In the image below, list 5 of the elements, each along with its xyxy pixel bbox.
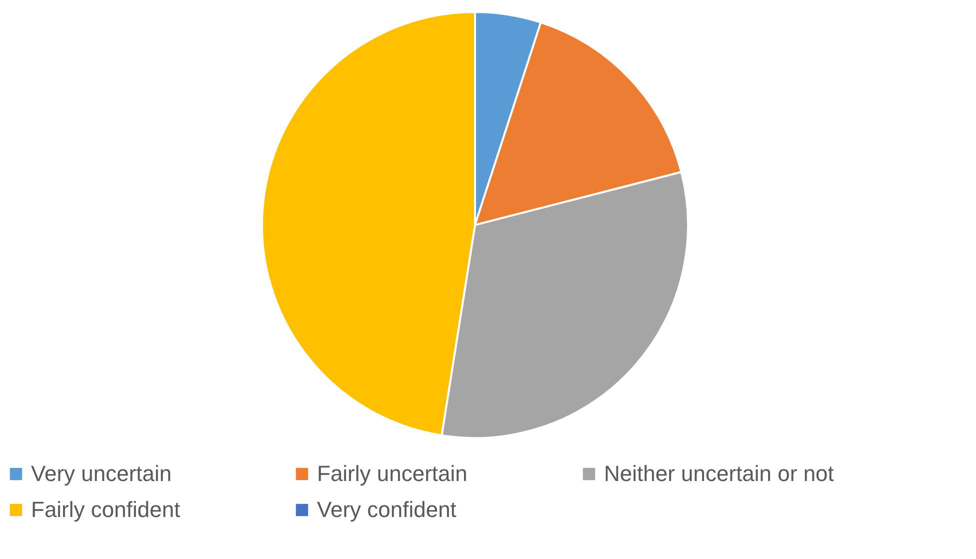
legend-label: Neither uncertain or not (604, 461, 834, 486)
legend-label: Very uncertain (31, 461, 172, 486)
legend-label: Fairly uncertain (317, 461, 468, 486)
legend-label: Fairly confident (31, 497, 180, 522)
legend-label: Very confident (317, 497, 456, 522)
